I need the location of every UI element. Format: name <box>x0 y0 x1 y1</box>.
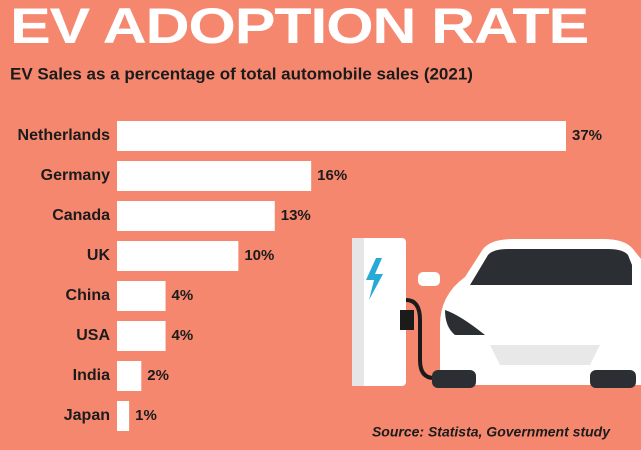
bar <box>117 361 142 391</box>
category-label: Germany <box>41 167 110 184</box>
value-label: 2% <box>147 367 169 384</box>
bolt-icon <box>366 258 383 300</box>
value-label: 4% <box>172 287 194 304</box>
value-label: 16% <box>317 167 347 184</box>
category-label: China <box>66 287 111 304</box>
wheel <box>590 370 636 388</box>
cable <box>405 298 435 380</box>
value-label: 1% <box>135 407 157 424</box>
value-label: 13% <box>281 207 311 224</box>
windshield <box>470 249 632 285</box>
value-label: 4% <box>172 327 194 344</box>
headlight <box>445 310 485 335</box>
value-label: 37% <box>572 127 602 144</box>
category-label: Japan <box>64 407 110 424</box>
category-label: Netherlands <box>18 127 111 144</box>
source: Source: Statista, Government study <box>372 424 611 440</box>
bar <box>117 401 130 431</box>
chart-title: EV ADOPTION RATE <box>10 0 588 54</box>
category-label: UK <box>87 247 111 264</box>
mirror <box>418 272 440 286</box>
ev-illustration <box>352 238 641 388</box>
bar <box>117 281 166 311</box>
charger <box>352 238 406 386</box>
bar <box>117 161 312 191</box>
chart-subtitle: EV Sales as a percentage of total automo… <box>10 64 473 83</box>
wheel <box>432 370 476 388</box>
grille <box>490 345 600 365</box>
bar <box>117 321 166 351</box>
value-label: 10% <box>244 247 274 264</box>
charger-side <box>352 238 364 386</box>
bar <box>117 201 275 231</box>
bar <box>117 121 566 151</box>
category-label: India <box>73 367 110 384</box>
category-label: USA <box>76 327 110 344</box>
category-label: Canada <box>52 207 110 224</box>
plug <box>400 310 414 330</box>
bar <box>117 241 239 271</box>
